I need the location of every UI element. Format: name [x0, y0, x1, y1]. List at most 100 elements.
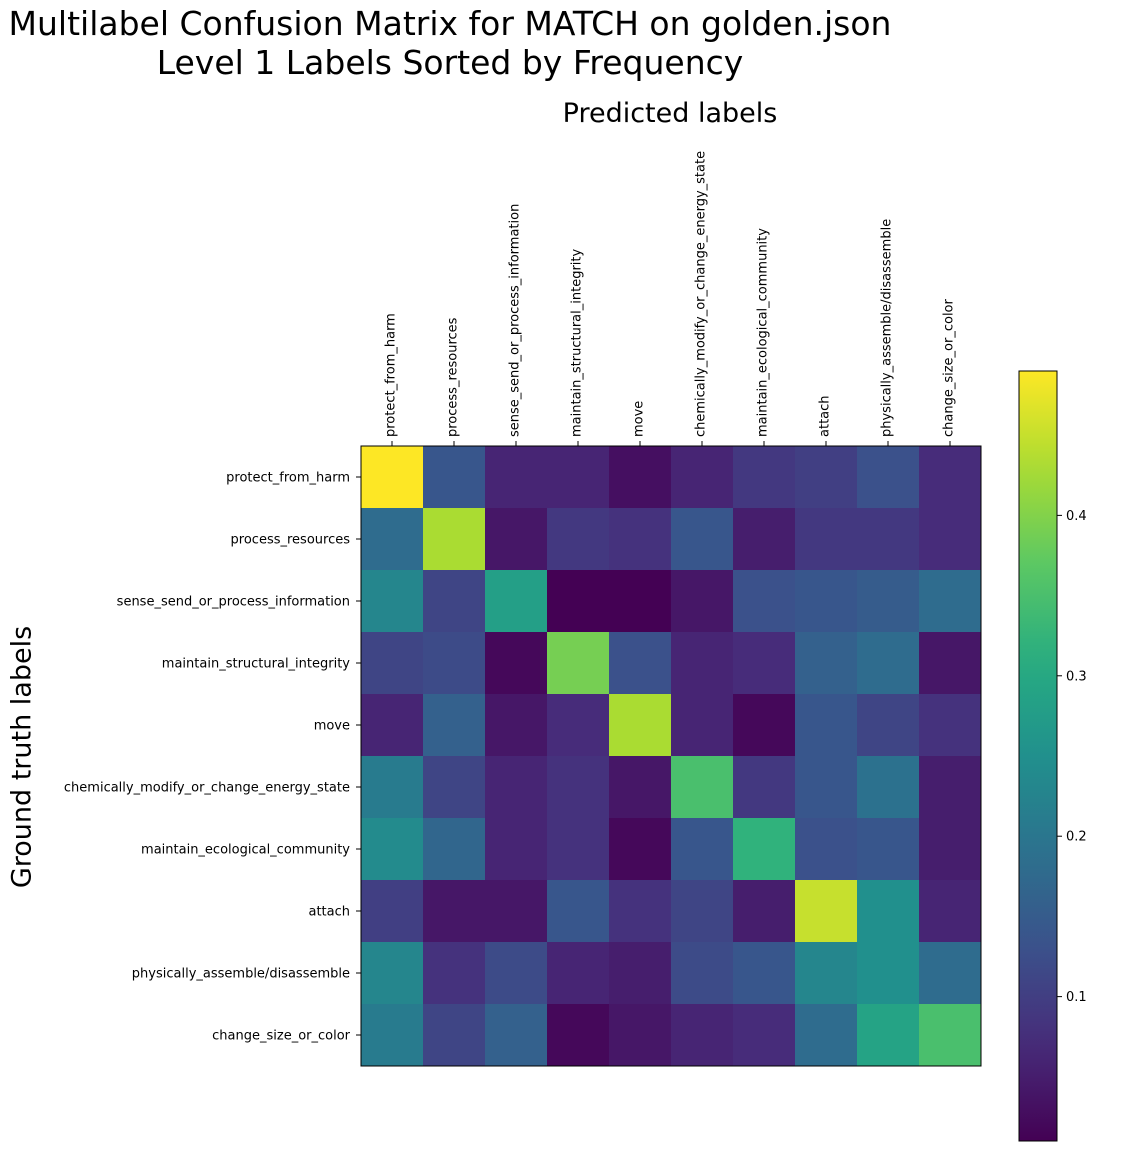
heatmap-cell	[361, 818, 424, 881]
x-tick-label: maintain_ecological_community	[756, 228, 771, 437]
heatmap-cell	[733, 880, 796, 943]
heatmap-cell	[609, 632, 672, 695]
x-tick-label: physically_assemble/disassemble	[880, 219, 895, 437]
heatmap-cell	[547, 508, 610, 571]
heatmap-cell	[423, 446, 486, 509]
plot-frame	[360, 445, 982, 1067]
heatmap-cell	[733, 942, 796, 1005]
y-tick-label: physically_assemble/disassemble	[132, 967, 350, 982]
heatmap-cell	[423, 694, 486, 757]
heatmap-cell	[795, 818, 858, 881]
heatmap-cell	[733, 756, 796, 819]
x-tick-label: move	[632, 401, 647, 437]
chart-subtitle: Level 1 Labels Sorted by Frequency	[156, 43, 744, 82]
chart-title: Multilabel Confusion Matrix for MATCH on…	[8, 4, 892, 43]
heatmap-cell	[361, 694, 424, 757]
heatmap-cell	[485, 632, 548, 695]
heatmap-cell	[547, 942, 610, 1005]
x-tick-label: sense_send_or_process_information	[508, 204, 523, 437]
heatmap-cell	[547, 756, 610, 819]
heatmap-cell	[795, 570, 858, 633]
heatmap-cell	[609, 508, 672, 571]
heatmap-cell	[423, 942, 486, 1005]
y-tick-label: protect_from_harm	[226, 471, 350, 486]
heatmap-cell	[485, 508, 548, 571]
heatmap-cell	[609, 818, 672, 881]
x-tick-label: protect_from_harm	[384, 313, 399, 437]
heatmap-cell	[733, 446, 796, 509]
heatmap-cell	[547, 880, 610, 943]
heatmap-cell	[671, 632, 734, 695]
heatmap-cell	[795, 880, 858, 943]
heatmap-cell	[547, 818, 610, 881]
y-tick-label: maintain_ecological_community	[141, 843, 350, 858]
heatmap-cell	[547, 694, 610, 757]
heatmap-cell	[423, 880, 486, 943]
heatmap-cell	[485, 756, 548, 819]
y-tick-label: chemically_modify_or_change_energy_state	[64, 781, 350, 796]
x-tick-label: change_size_or_color	[942, 298, 957, 437]
heatmap-cell	[547, 446, 610, 509]
heatmap-cell	[671, 446, 734, 509]
heatmap-cell	[795, 942, 858, 1005]
heatmap-cell	[919, 632, 982, 695]
heatmap-cell	[857, 570, 920, 633]
heatmap-cell	[919, 446, 982, 509]
y-tick-label: attach	[308, 905, 350, 920]
heatmap-cell	[547, 570, 610, 633]
heatmap-cell	[361, 756, 424, 819]
heatmap-cell	[423, 570, 486, 633]
heatmap-cell	[361, 570, 424, 633]
heatmap-cell	[609, 756, 672, 819]
heatmap-cell	[423, 818, 486, 881]
heatmap-cell	[919, 570, 982, 633]
colorbar-tick-label: 0.3	[1066, 669, 1087, 684]
colorbar-tick-label: 0.4	[1066, 509, 1087, 524]
heatmap-cell	[485, 570, 548, 633]
y-tick-label: move	[314, 719, 350, 734]
heatmap-cell	[361, 1004, 424, 1067]
y-tick-label: process_resources	[231, 533, 351, 548]
heatmap-cell	[485, 942, 548, 1005]
heatmap-cell	[671, 756, 734, 819]
heatmap-cell	[795, 632, 858, 695]
heatmap-cell	[857, 1004, 920, 1067]
heatmap-cell	[671, 880, 734, 943]
heatmap-cell	[919, 942, 982, 1005]
heatmap-cell	[671, 942, 734, 1005]
colorbar	[1018, 370, 1058, 1142]
heatmap-cell	[733, 1004, 796, 1067]
heatmap-cell	[857, 756, 920, 819]
heatmap-cell	[733, 818, 796, 881]
y-tick-label: sense_send_or_process_information	[117, 595, 350, 610]
heatmap-cell	[547, 1004, 610, 1067]
heatmap-cell	[423, 756, 486, 819]
x-tick-label: chemically_modify_or_change_energy_state	[694, 151, 709, 437]
heatmap-cell	[733, 508, 796, 571]
heatmap-cell	[671, 570, 734, 633]
heatmap-cell	[423, 1004, 486, 1067]
x-tick-label: attach	[818, 395, 833, 437]
heatmap-cell	[361, 508, 424, 571]
x-axis-label: Predicted labels	[562, 98, 778, 129]
heatmap-cell	[485, 880, 548, 943]
heatmap-cell	[609, 694, 672, 757]
heatmap-cell	[671, 694, 734, 757]
heatmap-cell	[733, 570, 796, 633]
heatmap-cell	[919, 694, 982, 757]
heatmap-cell	[547, 632, 610, 695]
heatmap-cell	[609, 880, 672, 943]
heatmap-cell	[857, 942, 920, 1005]
heatmap-cell	[609, 1004, 672, 1067]
y-tick-label: change_size_or_color	[212, 1029, 351, 1044]
heatmap-cell	[857, 446, 920, 509]
heatmap-cell	[485, 446, 548, 509]
heatmap-cell	[919, 818, 982, 881]
heatmap-cell	[919, 1004, 982, 1067]
heatmap-cell	[733, 694, 796, 757]
y-tick-label: maintain_structural_integrity	[162, 657, 351, 672]
heatmap-cell	[919, 880, 982, 943]
heatmap-cell	[795, 756, 858, 819]
heatmap-cell	[609, 942, 672, 1005]
